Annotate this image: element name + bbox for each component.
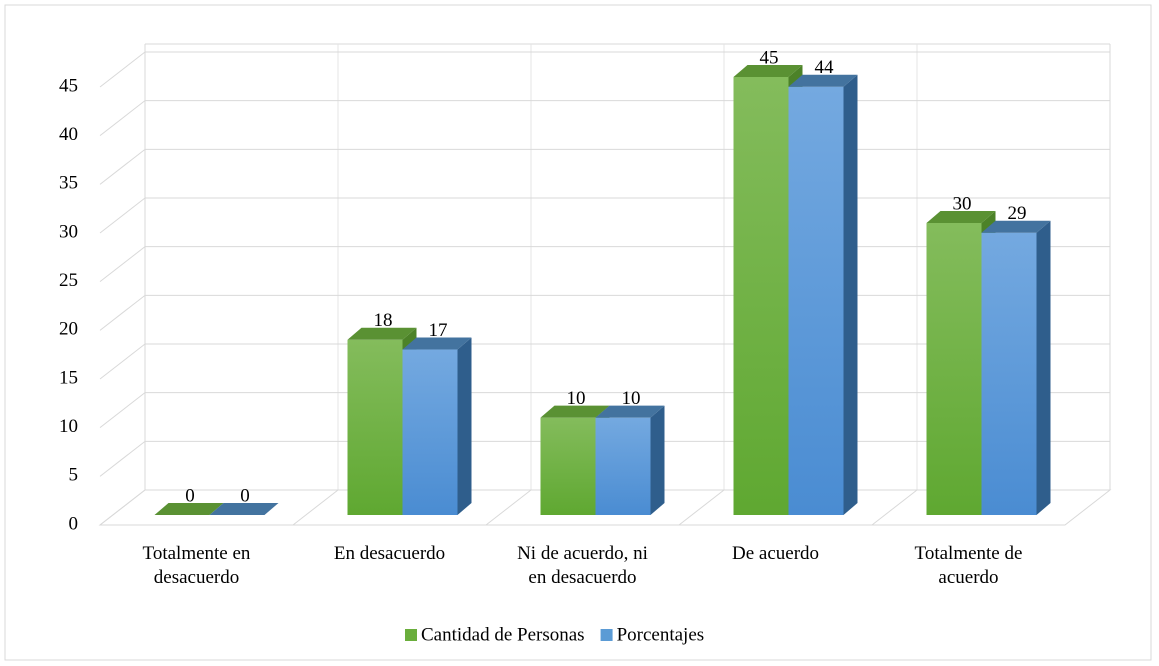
x-tick-line: En desacuerdo	[334, 543, 445, 564]
grid-line	[99, 440, 146, 477]
x-tick-line: desacuerdo	[154, 567, 239, 588]
y-tick-label: 25	[59, 270, 78, 291]
x-tick-label: Ni de acuerdo, ni en desacuerdo	[517, 543, 648, 588]
floor-divider	[485, 489, 532, 526]
bar-front	[402, 349, 458, 515]
data-label: 44	[815, 57, 835, 78]
bar	[788, 74, 858, 515]
grid-line	[99, 100, 146, 137]
grid-line	[99, 343, 146, 380]
y-tick-label: 40	[59, 124, 78, 145]
data-label: 30	[953, 193, 972, 214]
bar-top	[926, 211, 996, 223]
bar-top	[154, 503, 224, 515]
bar-front	[788, 86, 844, 515]
data-label: 45	[760, 47, 779, 68]
legend-label: Porcentajes	[617, 624, 705, 645]
bar-front	[595, 417, 651, 515]
legend-swatch	[405, 629, 417, 641]
grid-line	[99, 197, 146, 234]
grid-line	[99, 294, 146, 331]
y-tick-label: 15	[59, 367, 78, 388]
floor-divider	[292, 489, 339, 526]
bar-top	[402, 337, 472, 350]
legend-swatch	[600, 629, 613, 641]
bar-top	[733, 65, 803, 77]
bar-top	[540, 405, 610, 418]
x-tick-line: acuerdo	[938, 567, 998, 588]
x-tick-line: Ni de acuerdo, ni	[517, 543, 648, 564]
y-tick-label: 45	[59, 75, 78, 96]
legend-label: Cantidad de Personas	[421, 624, 585, 645]
y-tick-label: 20	[59, 319, 78, 340]
data-label: 17	[429, 320, 448, 341]
x-tick-label: Totalmente de acuerdo	[915, 543, 1023, 588]
bar-side	[1036, 220, 1051, 515]
data-label: 0	[240, 485, 250, 506]
floor-divider	[871, 489, 918, 526]
x-tick-label: De acuerdo	[732, 543, 819, 564]
x-tick-label: En desacuerdo	[334, 543, 445, 564]
y-tick-label: 35	[59, 173, 78, 194]
x-tick-line: en desacuerdo	[528, 567, 636, 588]
bar-side	[457, 337, 472, 515]
x-tick-line: De acuerdo	[732, 543, 819, 564]
bar-front	[540, 417, 596, 515]
grid-line	[99, 148, 146, 185]
y-tick-label: 5	[69, 465, 79, 486]
data-label: 10	[567, 388, 586, 409]
bar-top	[595, 405, 665, 418]
x-tick-label: Totalmente en desacuerdo	[143, 543, 251, 588]
floor-divider	[678, 489, 725, 526]
data-label: 29	[1008, 203, 1027, 224]
x-tick-line: Totalmente de	[915, 543, 1023, 564]
bar-top	[788, 74, 858, 87]
data-label: 18	[374, 310, 393, 331]
bar-front	[926, 223, 982, 515]
bar-front	[733, 77, 789, 515]
y-tick-label: 30	[59, 221, 78, 242]
y-tick-label: 10	[59, 416, 78, 437]
bar	[981, 220, 1051, 515]
data-label: 10	[622, 388, 641, 409]
x-tick-line: Totalmente en	[143, 543, 251, 564]
bar-front	[347, 339, 403, 515]
bar-top	[209, 503, 279, 515]
bar	[209, 503, 279, 515]
bar-side	[843, 74, 858, 515]
bar	[595, 405, 665, 515]
bar	[154, 503, 224, 515]
grid-line	[99, 489, 146, 526]
grid-line	[99, 51, 146, 88]
bar-side	[650, 405, 665, 515]
bar-front	[981, 232, 1037, 515]
bar-top	[981, 220, 1051, 233]
bar	[402, 337, 472, 515]
bar-top	[347, 327, 417, 340]
y-tick-label: 0	[69, 513, 79, 534]
data-label: 0	[185, 485, 195, 506]
grid-line	[99, 246, 146, 283]
grid-line	[99, 392, 146, 429]
